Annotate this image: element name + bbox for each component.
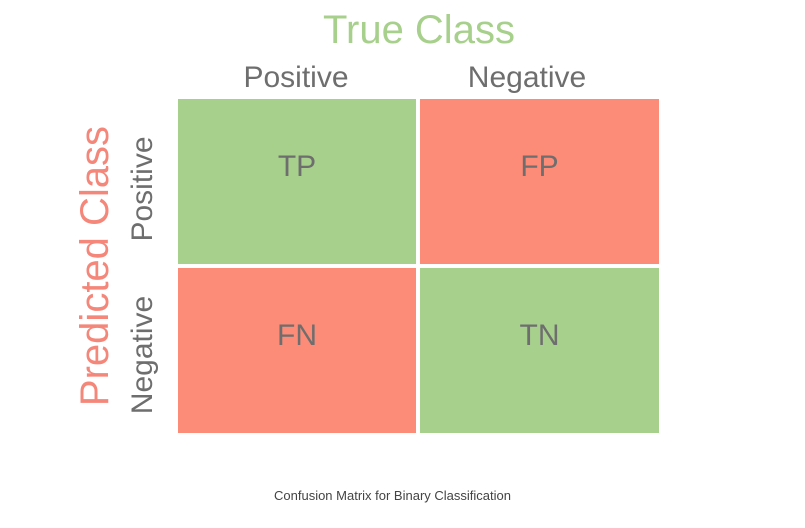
cell-true-positive-label: TP xyxy=(277,150,317,183)
cell-true-negative-label: TN xyxy=(519,319,560,352)
cell-false-positive-label: FP xyxy=(520,150,559,183)
cell-false-positive: FP xyxy=(420,99,659,264)
caption: Confusion Matrix for Binary Classificati… xyxy=(274,488,511,503)
column-header-positive: Positive xyxy=(243,61,349,94)
column-header-negative: Negative xyxy=(467,61,587,94)
confusion-matrix: TP FP FN TN xyxy=(178,99,659,433)
cell-false-negative-label: FN xyxy=(277,319,317,352)
cell-false-negative: FN xyxy=(178,268,416,433)
cell-true-negative: TN xyxy=(420,268,659,433)
cell-true-positive: TP xyxy=(178,99,416,264)
predicted-class-title-text: Predicted Class xyxy=(73,125,117,407)
row-header-negative-text: Negative xyxy=(126,295,159,415)
row-header-positive-text: Positive xyxy=(126,136,159,242)
true-class-title: True Class xyxy=(323,8,515,52)
